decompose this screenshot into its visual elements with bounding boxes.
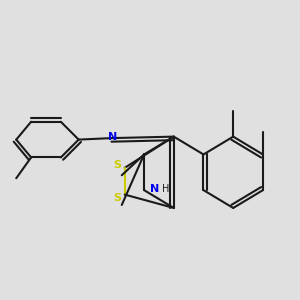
Text: N: N: [150, 184, 159, 194]
Text: H: H: [162, 184, 169, 194]
Text: S: S: [113, 160, 121, 170]
Text: S: S: [113, 193, 121, 202]
Text: N: N: [108, 132, 118, 142]
